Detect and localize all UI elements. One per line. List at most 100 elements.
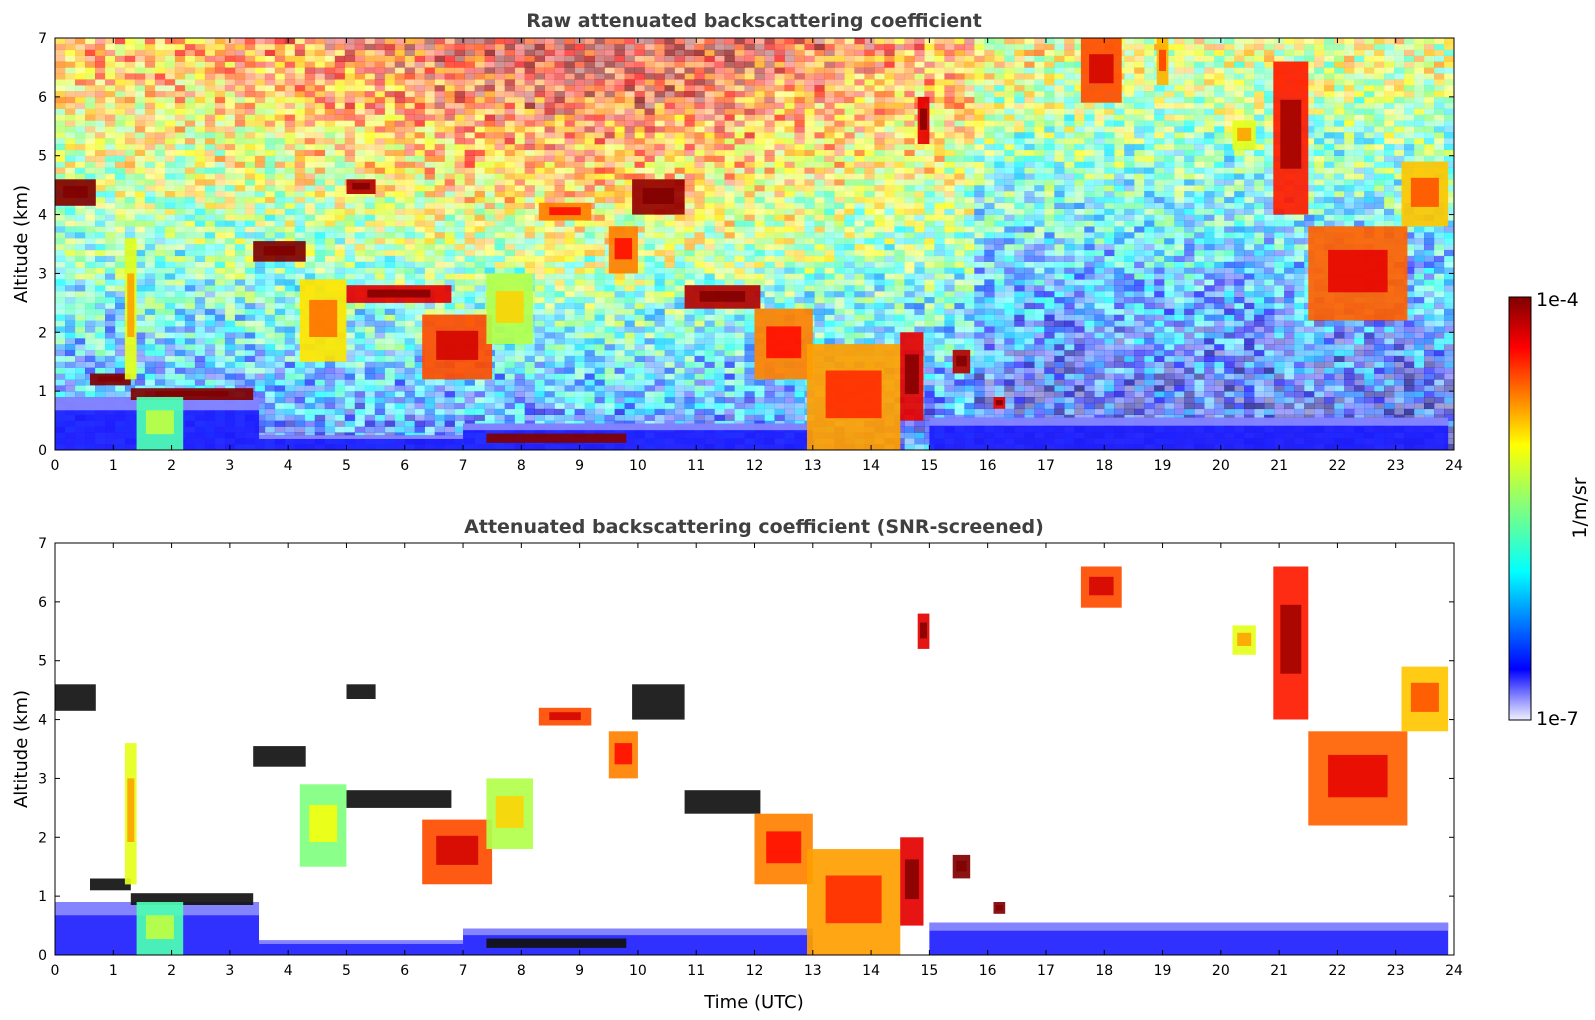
noise-cell [504,414,515,421]
noise-cell [244,379,256,386]
noise-cell [124,202,136,209]
noise-cell [484,85,495,92]
noise-cell [504,202,515,209]
noise-cell [464,232,475,239]
noise-cell [674,285,685,292]
noise-cell [324,397,336,404]
noise-cell [224,85,236,92]
noise-cell [184,238,196,245]
noise-cell [734,338,745,345]
noise-cell [664,43,675,51]
noise-cell [534,291,545,298]
noise-cell [344,202,356,209]
noise-cell [564,244,575,251]
noise-cell [434,391,445,398]
noise-cell [464,249,475,257]
noise-cell [85,308,96,315]
noise-cell [115,38,126,45]
noise-cell [105,49,116,56]
noise-cell [724,91,735,98]
noise-cell [144,320,156,327]
noise-cell [115,238,126,245]
noise-cell [594,108,605,115]
noise-cell [594,367,605,374]
noise-cell [534,285,545,292]
noise-cell [624,208,635,215]
noise-cell [504,408,515,415]
noise-cell [414,120,425,127]
noise-cell [344,332,356,339]
noise-cell [264,273,276,280]
noise-cell [724,138,735,145]
noise-cell [414,55,425,62]
noise-cell [594,308,605,315]
noise-cell [95,108,106,115]
noise-cell [534,138,545,145]
noise-cell [514,161,525,168]
noise-cell [584,173,595,180]
noise-cell [174,244,186,251]
noise-cell [194,355,206,362]
noise-cell [115,155,126,162]
noise-cell [584,379,595,386]
noise-cell [194,332,206,339]
noise-cell [754,173,765,180]
noise-cell [294,55,306,62]
noise-cell [604,220,615,227]
noise-cell [404,385,415,392]
noise-cell [314,426,326,433]
noise-cell [544,108,555,115]
noise-cell [404,344,415,351]
noise-cell [514,91,525,98]
noise-cell [55,291,66,298]
noise-cell [264,355,276,362]
noise-cell [654,355,665,362]
noise-cell [514,191,525,198]
noise-cell [214,338,226,345]
noise-cell [734,385,745,392]
noise-cell [254,373,266,380]
noise-cell [614,326,625,333]
noise-cell [234,349,246,357]
noise-cell [124,85,136,92]
noise-cell [55,55,66,62]
noise-cell [274,379,286,386]
noise-cell [354,408,366,415]
noise-cell [624,167,635,174]
noise-cell [105,120,116,127]
noise-cell [634,285,645,292]
noise-cell [674,96,685,104]
noise-cell [704,179,715,186]
noise-cell [374,126,386,133]
noise-cell [644,391,655,398]
noise-cell [364,338,376,345]
noise-cell [684,249,695,257]
noise-cell [384,126,396,133]
noise-cell [634,138,645,145]
noise-cell [154,220,166,227]
noise-cell [614,391,625,398]
noise-cell [574,102,585,109]
noise-cell [65,79,76,86]
noise-cell [174,67,186,74]
noise-cell [474,397,485,404]
noise-cell [264,38,276,45]
noise-cell [124,49,136,56]
noise-cell [174,320,186,327]
noise-cell [544,397,555,404]
noise-cell [504,391,515,398]
noise-cell [734,379,745,386]
noise-cell [294,373,306,380]
noise-cell [454,79,465,86]
noise-cell [454,191,465,198]
noise-cell [314,249,326,257]
noise-cell [134,367,146,374]
noise-cell [274,414,286,421]
noise-cell [364,320,376,327]
noise-cell [564,320,575,327]
noise-cell [85,155,96,162]
noise-cell [684,238,695,245]
noise-cell [384,355,396,362]
noise-cell [734,414,745,421]
noise-cell [154,244,166,251]
